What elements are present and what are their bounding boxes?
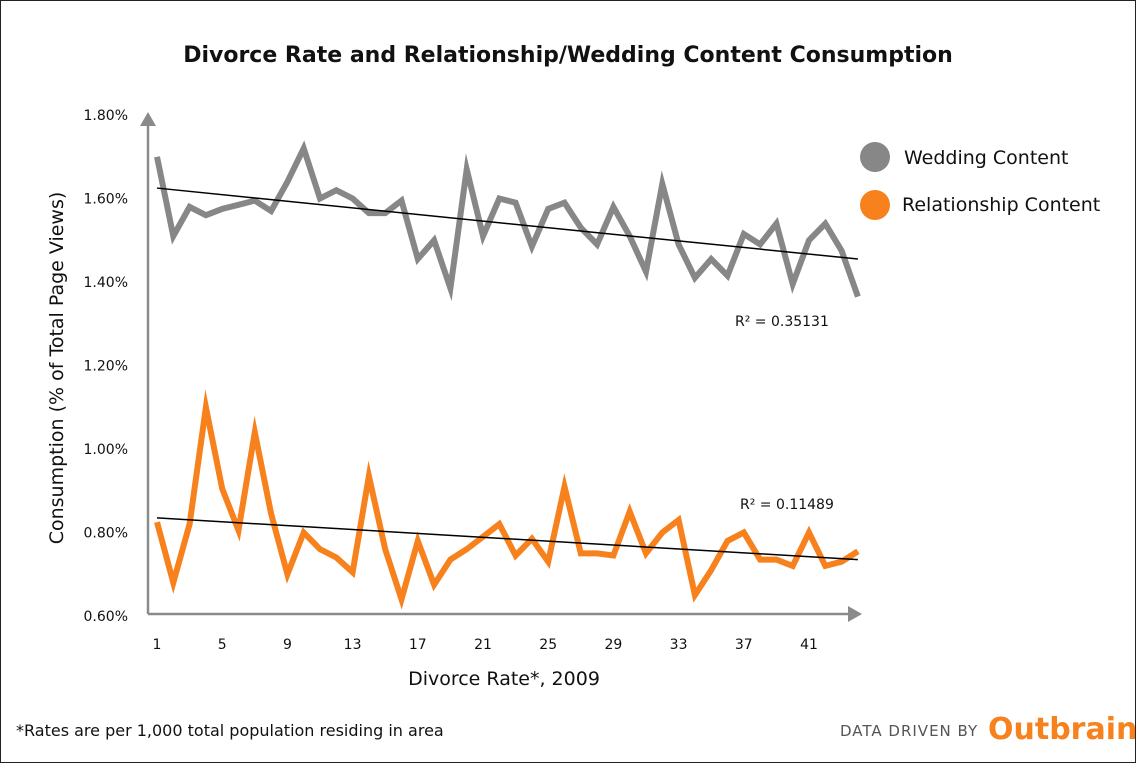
footnote: *Rates are per 1,000 total population re… [16, 721, 444, 740]
axes [140, 112, 862, 622]
y-tick-label: 0.60% [84, 609, 128, 625]
x-tick-label: 1 [153, 637, 162, 653]
legend-swatch-relationship [860, 190, 890, 220]
chart-title: Divorce Rate and Relationship/Wedding Co… [183, 43, 953, 68]
y-tick-labels: 1.80% 1.60% 1.40% 1.20% 1.00% 0.80% 0.60% [84, 108, 128, 625]
y-axis-arrow [140, 112, 156, 126]
y-tick-label: 1.20% [84, 359, 128, 375]
x-tick-labels: 1 5 9 13 17 21 25 29 33 37 41 [153, 637, 818, 653]
legend: Wedding Content Relationship Content [860, 142, 1100, 220]
outbrain-logo: Outbrain [988, 712, 1136, 747]
x-axis-label: Divorce Rate*, 2009 [408, 668, 600, 690]
x-tick-label: 25 [539, 637, 557, 653]
legend-label-wedding: Wedding Content [904, 147, 1068, 169]
x-tick-label: 13 [344, 637, 362, 653]
x-tick-label: 29 [604, 637, 622, 653]
series-line-wedding [154, 140, 861, 302]
x-tick-label: 5 [218, 637, 227, 653]
y-tick-label: 1.40% [84, 275, 128, 291]
credit: DATA DRIVEN BY Outbrain [840, 712, 1136, 747]
trendline-relationship [156, 517, 858, 561]
r2-label-relationship: R² = 0.11489 [740, 497, 834, 513]
x-tick-label: 9 [283, 637, 292, 653]
x-axis-arrow [848, 606, 862, 622]
legend-swatch-wedding [860, 142, 890, 172]
y-tick-label: 1.60% [84, 192, 128, 208]
y-tick-label: 1.80% [84, 108, 128, 124]
trendline-layer [156, 187, 858, 561]
x-tick-label: 21 [474, 637, 492, 653]
x-tick-label: 37 [735, 637, 753, 653]
y-axis-label: Consumption (% of Total Page Views) [46, 192, 68, 545]
series-line-relationship [154, 389, 860, 610]
series-layer [154, 140, 861, 610]
legend-label-relationship: Relationship Content [902, 194, 1100, 216]
x-tick-label: 33 [670, 637, 688, 653]
r2-label-wedding: R² = 0.35131 [735, 314, 829, 330]
x-tick-label: 41 [800, 637, 818, 653]
y-tick-label: 1.00% [84, 442, 128, 458]
x-tick-label: 17 [409, 637, 427, 653]
y-tick-label: 0.80% [84, 526, 128, 542]
trendline-wedding [156, 187, 858, 260]
credit-prefix: DATA DRIVEN BY [840, 722, 978, 740]
